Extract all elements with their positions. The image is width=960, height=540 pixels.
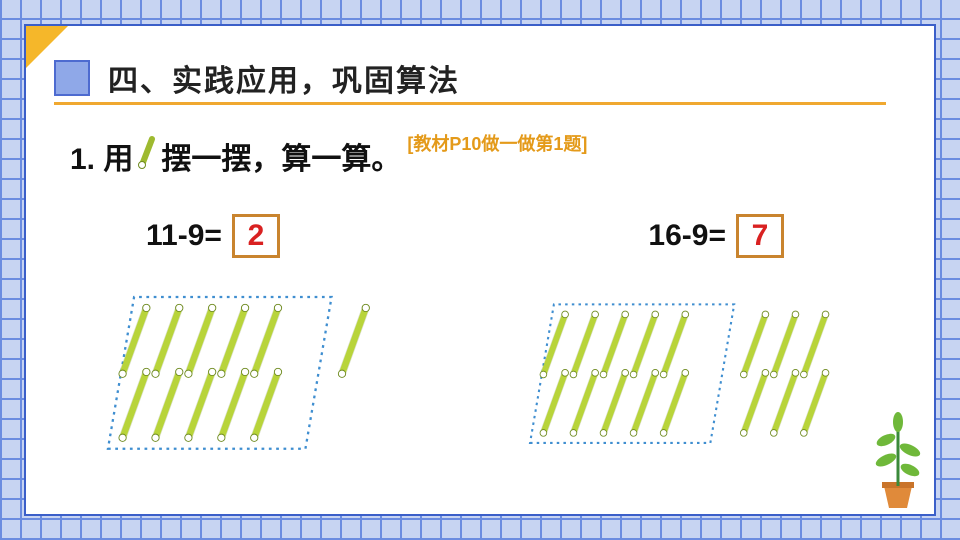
equation-1: 11-9= 2	[146, 214, 280, 258]
question-row: 1. 用 摆一摆，算一算。 [教材P10做一做第1题]	[70, 134, 894, 178]
answer-box-2: 7	[736, 214, 784, 258]
stick-icon	[137, 135, 157, 177]
equation-2: 16-9= 7	[648, 214, 784, 258]
sticks-group-2	[510, 276, 894, 488]
equation-1-expr: 11-9=	[146, 219, 222, 253]
sticks-group-1	[86, 276, 470, 488]
plant-icon	[866, 400, 930, 510]
content-panel: 四、实践应用，巩固算法 1. 用 摆一摆，算一算。 [教材P10做一做第1题] …	[24, 24, 936, 516]
sticks-area	[86, 276, 894, 488]
question-suffix: 摆一摆，算一算。	[161, 134, 401, 178]
title-square-icon	[54, 60, 90, 96]
answer-box-1: 2	[232, 214, 280, 258]
sticks-svg-1	[86, 276, 470, 488]
equation-2-expr: 16-9=	[648, 219, 726, 253]
answer-1: 2	[248, 219, 265, 253]
equations-row: 11-9= 2 16-9= 7	[146, 214, 874, 258]
title-underline	[54, 102, 886, 105]
section-title: 四、实践应用，巩固算法	[108, 56, 460, 100]
textbook-reference: [教材P10做一做第1题]	[407, 134, 587, 156]
sticks-svg-2	[510, 276, 894, 488]
title-row: 四、实践应用，巩固算法	[54, 56, 874, 100]
answer-2: 7	[752, 219, 769, 253]
question-text: 1. 用 摆一摆，算一算。	[70, 134, 401, 178]
question-prefix: 1. 用	[70, 134, 133, 178]
plant-decoration	[866, 400, 930, 510]
